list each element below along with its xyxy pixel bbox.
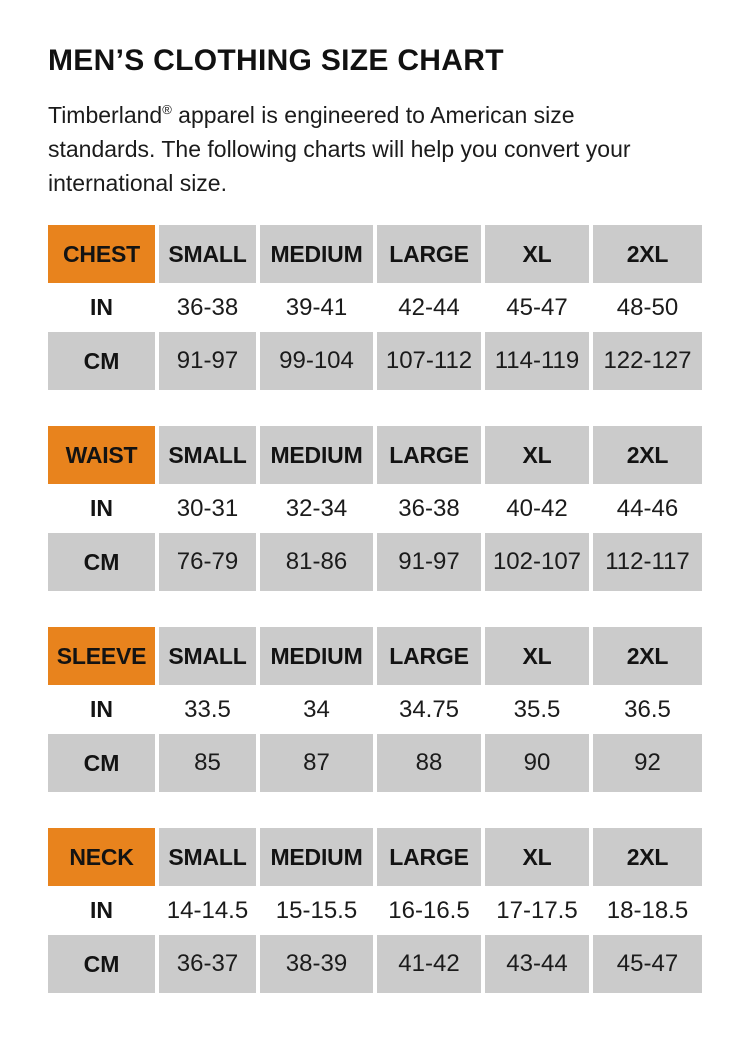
chest-cm-large: 107-112 xyxy=(377,332,481,390)
waist-in-xl: 40-42 xyxy=(485,488,589,529)
chest-in-row-label: IN xyxy=(48,287,155,328)
intro-line-1: Timberland® apparel is engineered to Ame… xyxy=(48,98,703,132)
neck-cm-small: 36-37 xyxy=(159,935,256,993)
sleeve-col-header-2xl: 2XL xyxy=(593,627,702,685)
neck-in-2xl: 18-18.5 xyxy=(593,890,702,931)
waist-measure-label-cell: WAIST xyxy=(48,426,155,484)
sleeve-in-medium: 34 xyxy=(260,689,373,730)
sleeve-col-header-xl: XL xyxy=(485,627,589,685)
chest-col-header-large: LARGE xyxy=(377,225,481,283)
neck-cm-2xl: 45-47 xyxy=(593,935,702,993)
brand-name: Timberland xyxy=(48,102,163,128)
sleeve-cm-medium: 87 xyxy=(260,734,373,792)
waist-cm-row-label: CM xyxy=(48,533,155,591)
waist-in-row-label: IN xyxy=(48,488,155,529)
sleeve-in-2xl: 36.5 xyxy=(593,689,702,730)
waist-in-small: 30-31 xyxy=(159,488,256,529)
waist-col-header-medium: MEDIUM xyxy=(260,426,373,484)
chest-size-table: CHEST SMALL MEDIUM LARGE XL 2XL IN 36-38… xyxy=(48,225,702,390)
intro-line-2: standards. The following charts will hel… xyxy=(48,136,631,162)
chest-col-header-xl: XL xyxy=(485,225,589,283)
sleeve-cm-row-label: CM xyxy=(48,734,155,792)
sleeve-in-xl: 35.5 xyxy=(485,689,589,730)
waist-size-table: WAIST SMALL MEDIUM LARGE XL 2XL IN 30-31… xyxy=(48,426,702,591)
sleeve-cm-small: 85 xyxy=(159,734,256,792)
neck-cm-row-label: CM xyxy=(48,935,155,993)
sleeve-in-small: 33.5 xyxy=(159,689,256,730)
chest-in-medium: 39-41 xyxy=(260,287,373,328)
neck-col-header-large: LARGE xyxy=(377,828,481,886)
neck-size-table: NECK SMALL MEDIUM LARGE XL 2XL IN 14-14.… xyxy=(48,828,702,993)
sleeve-in-row-label: IN xyxy=(48,689,155,730)
chest-cm-2xl: 122-127 xyxy=(593,332,702,390)
chest-measure-label-cell: CHEST xyxy=(48,225,155,283)
neck-col-header-medium: MEDIUM xyxy=(260,828,373,886)
neck-in-large: 16-16.5 xyxy=(377,890,481,931)
neck-col-header-xl: XL xyxy=(485,828,589,886)
intro-line-3: international size. xyxy=(48,170,227,196)
intro-line-1-text: apparel is engineered to American size xyxy=(171,102,575,128)
waist-cm-large: 91-97 xyxy=(377,533,481,591)
sleeve-cm-2xl: 92 xyxy=(593,734,702,792)
waist-in-medium: 32-34 xyxy=(260,488,373,529)
sleeve-size-table: SLEEVE SMALL MEDIUM LARGE XL 2XL IN 33.5… xyxy=(48,627,702,792)
chest-col-header-medium: MEDIUM xyxy=(260,225,373,283)
sleeve-cm-xl: 90 xyxy=(485,734,589,792)
waist-cm-2xl: 112-117 xyxy=(593,533,702,591)
chest-cm-small: 91-97 xyxy=(159,332,256,390)
waist-in-2xl: 44-46 xyxy=(593,488,702,529)
neck-cm-large: 41-42 xyxy=(377,935,481,993)
sleeve-col-header-small: SMALL xyxy=(159,627,256,685)
neck-in-xl: 17-17.5 xyxy=(485,890,589,931)
neck-in-row-label: IN xyxy=(48,890,155,931)
sleeve-col-header-large: LARGE xyxy=(377,627,481,685)
chest-cm-row-label: CM xyxy=(48,332,155,390)
waist-cm-medium: 81-86 xyxy=(260,533,373,591)
neck-col-header-small: SMALL xyxy=(159,828,256,886)
waist-col-header-large: LARGE xyxy=(377,426,481,484)
waist-in-large: 36-38 xyxy=(377,488,481,529)
intro-paragraph: Timberland® apparel is engineered to Ame… xyxy=(48,98,703,200)
chest-in-2xl: 48-50 xyxy=(593,287,702,328)
neck-cm-xl: 43-44 xyxy=(485,935,589,993)
chest-in-small: 36-38 xyxy=(159,287,256,328)
registered-trademark-symbol: ® xyxy=(162,102,172,117)
neck-in-small: 14-14.5 xyxy=(159,890,256,931)
waist-cm-small: 76-79 xyxy=(159,533,256,591)
sleeve-col-header-medium: MEDIUM xyxy=(260,627,373,685)
chest-col-header-2xl: 2XL xyxy=(593,225,702,283)
sleeve-in-large: 34.75 xyxy=(377,689,481,730)
page-title: MEN’S CLOTHING SIZE CHART xyxy=(48,44,504,77)
neck-in-medium: 15-15.5 xyxy=(260,890,373,931)
waist-col-header-2xl: 2XL xyxy=(593,426,702,484)
sleeve-measure-label-cell: SLEEVE xyxy=(48,627,155,685)
size-chart-page: MEN’S CLOTHING SIZE CHART Timberland® ap… xyxy=(48,44,703,993)
neck-measure-label-cell: NECK xyxy=(48,828,155,886)
chest-in-large: 42-44 xyxy=(377,287,481,328)
chest-col-header-small: SMALL xyxy=(159,225,256,283)
waist-col-header-small: SMALL xyxy=(159,426,256,484)
waist-col-header-xl: XL xyxy=(485,426,589,484)
neck-col-header-2xl: 2XL xyxy=(593,828,702,886)
sleeve-cm-large: 88 xyxy=(377,734,481,792)
chest-in-xl: 45-47 xyxy=(485,287,589,328)
chest-cm-xl: 114-119 xyxy=(485,332,589,390)
neck-cm-medium: 38-39 xyxy=(260,935,373,993)
chest-cm-medium: 99-104 xyxy=(260,332,373,390)
waist-cm-xl: 102-107 xyxy=(485,533,589,591)
